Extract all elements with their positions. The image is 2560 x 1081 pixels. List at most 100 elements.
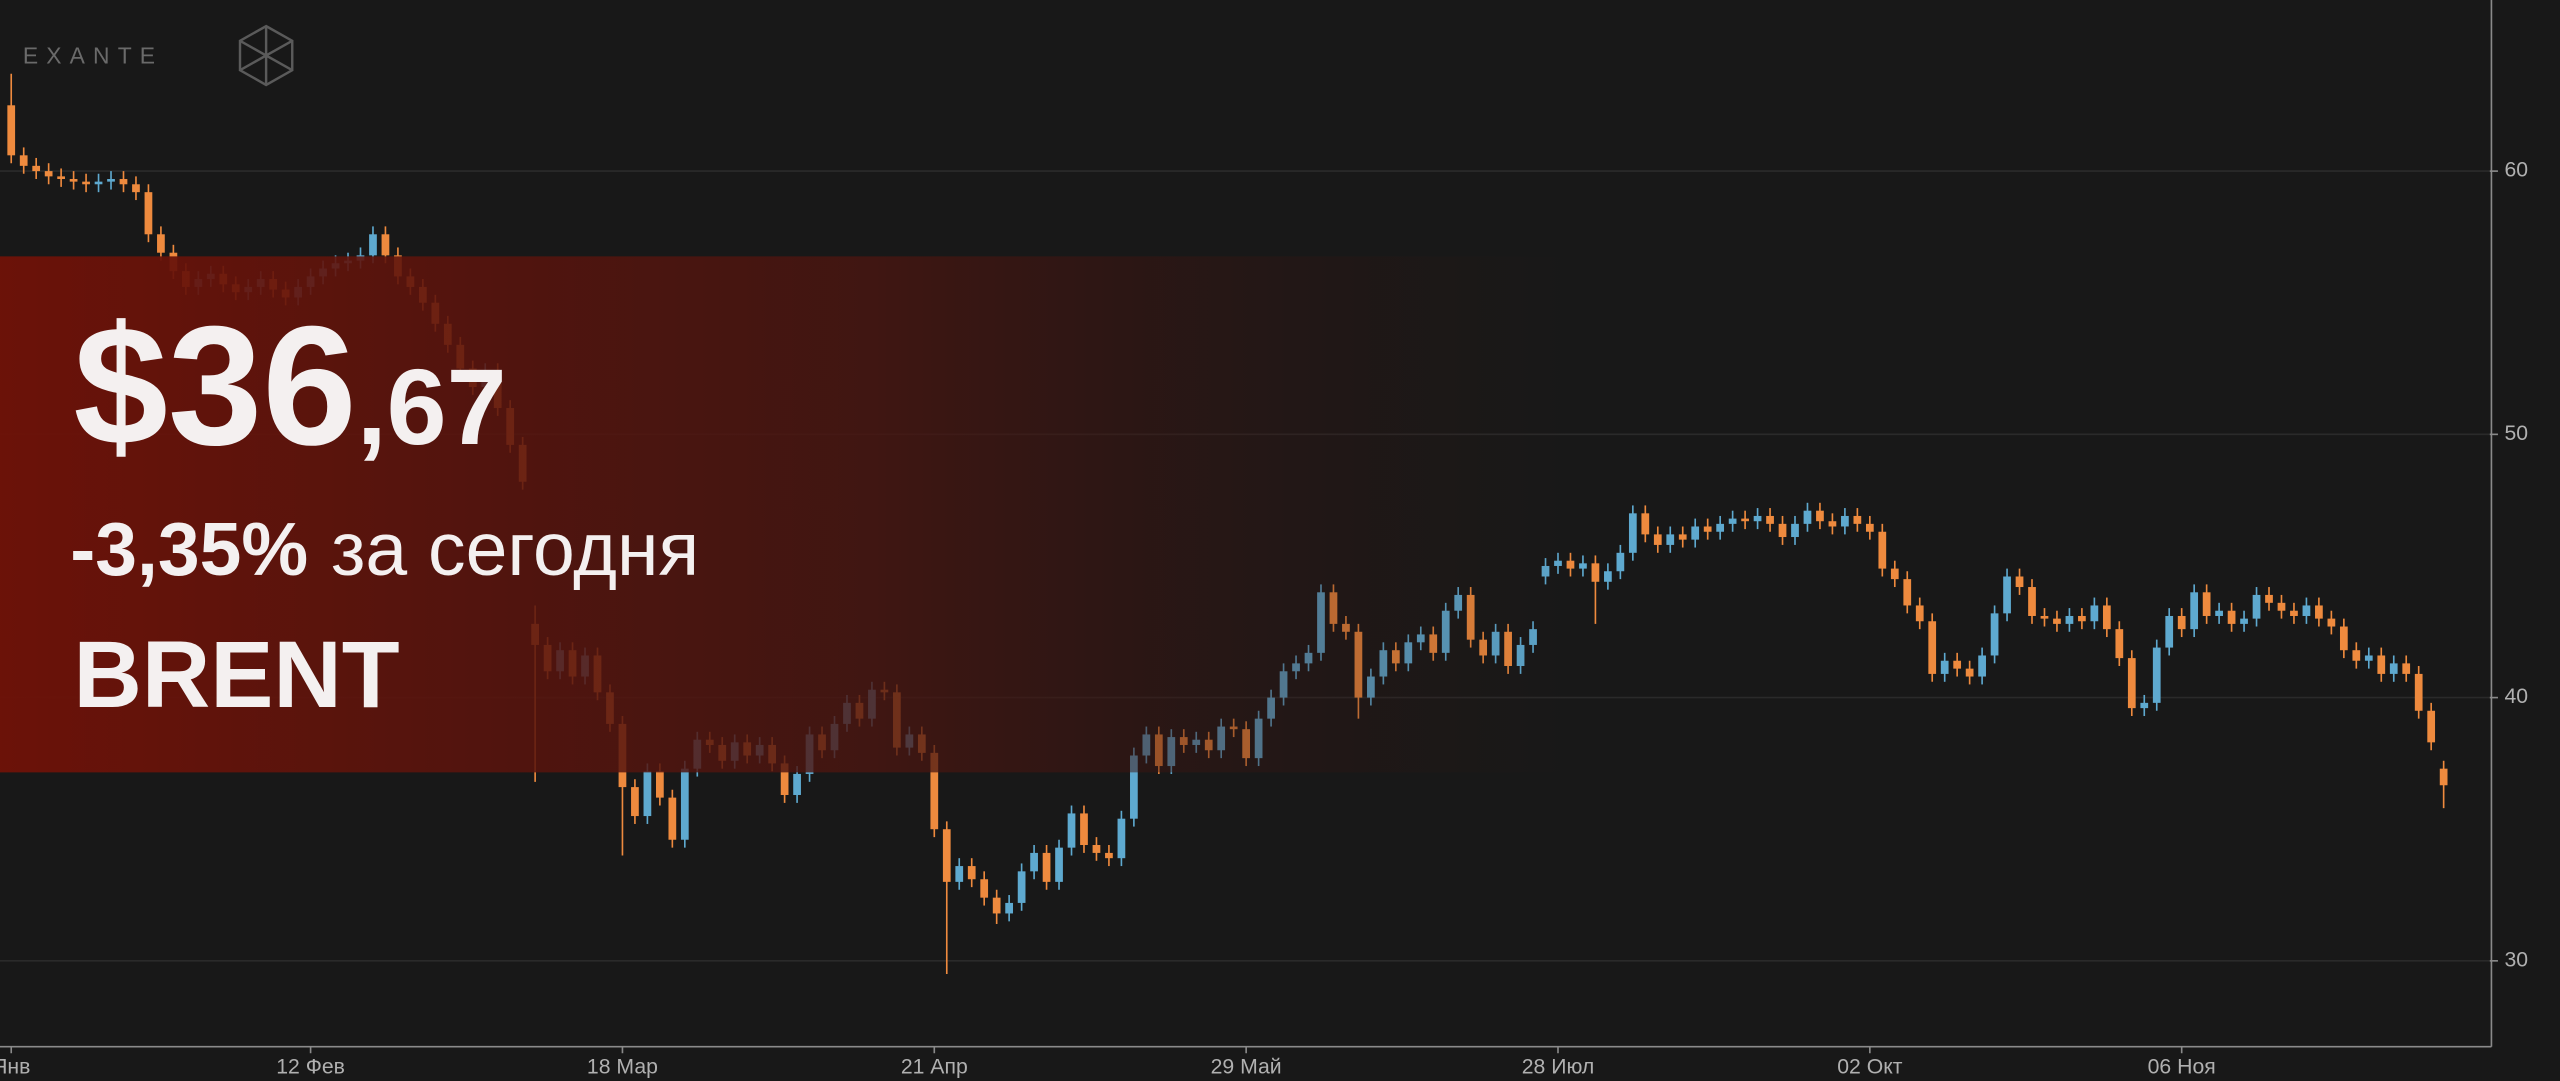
candle-body <box>1791 523 1799 538</box>
candle-body <box>44 171 53 177</box>
candle-body <box>1691 526 1700 540</box>
candle-body <box>1865 523 1874 532</box>
candle-body <box>1703 526 1712 532</box>
candle-body <box>980 879 989 898</box>
candle-body <box>1666 534 1675 545</box>
candle-body <box>144 192 153 235</box>
candle-body <box>2439 768 2448 786</box>
change-line: -3,35% за сегодня <box>70 507 699 591</box>
candle-body <box>82 181 90 185</box>
candle-body <box>780 763 789 795</box>
candle-body <box>369 234 377 256</box>
candle-body <box>2265 594 2273 603</box>
candle-body <box>1741 518 1749 522</box>
y-tick-label: 40 <box>2504 685 2528 708</box>
candle-body <box>1940 660 1949 674</box>
logo-text: EXANTE <box>23 43 163 69</box>
x-tick-label: 29 Май <box>1211 1056 1282 1079</box>
candle-body <box>1105 852 1113 859</box>
candle-body <box>2102 605 2111 630</box>
candle-body <box>1878 531 1887 569</box>
price-main: $36 <box>73 290 356 480</box>
candle-body <box>955 866 964 882</box>
candle-body <box>2240 618 2248 624</box>
x-tick-label: 12 Фев <box>276 1056 345 1079</box>
candle-body <box>69 179 78 182</box>
candle-body <box>2015 576 2024 588</box>
candle-body <box>1828 521 1837 527</box>
candle-body <box>680 768 689 840</box>
candle-body <box>668 797 677 840</box>
candle-body <box>2389 663 2398 674</box>
candle-body <box>1604 571 1612 582</box>
candle-body <box>1591 563 1600 582</box>
candle-body <box>107 179 115 182</box>
candle-body <box>2090 605 2099 622</box>
candle-body <box>1928 621 1937 674</box>
x-tick-label: 28 Июл <box>1522 1056 1595 1079</box>
candle-body <box>2352 650 2361 661</box>
candle-body <box>1641 513 1650 535</box>
candle-body <box>2177 615 2186 630</box>
instrument-title: BRENT <box>73 622 399 728</box>
candle-body <box>2165 615 2174 648</box>
candle-body <box>57 176 65 180</box>
candle-body <box>157 234 165 253</box>
candle-body <box>32 165 41 172</box>
candle-body <box>1766 515 1774 524</box>
candle-body <box>2277 602 2286 611</box>
candle-body <box>2078 615 2086 622</box>
candle-body <box>2152 647 2161 703</box>
candle-body <box>2315 605 2323 619</box>
candle-body <box>1978 655 1986 677</box>
candle-body <box>992 897 1001 914</box>
candle-body <box>1117 818 1126 859</box>
candle-body <box>1067 813 1076 848</box>
candle-body <box>2252 594 2261 619</box>
x-tick-label: 02 Окт <box>1837 1056 1903 1079</box>
candle-body <box>2402 663 2411 674</box>
candle-body <box>2127 658 2136 709</box>
candle-body <box>119 179 128 185</box>
candle-body <box>1990 613 1999 656</box>
candle-body <box>381 234 390 256</box>
candle-body <box>1965 668 1974 677</box>
candle-body <box>1753 515 1762 522</box>
candle-body <box>2302 605 2311 616</box>
logo-icon <box>238 24 294 87</box>
candle-body <box>2227 610 2236 624</box>
x-tick-label: Янв <box>0 1056 30 1079</box>
candle-body <box>1042 852 1051 882</box>
y-tick-label: 30 <box>2504 948 2528 971</box>
candle-body <box>1890 568 1899 580</box>
candle-body <box>2140 702 2149 709</box>
candle-body <box>1803 510 1812 524</box>
change-label: за сегодня <box>331 507 699 591</box>
candle-body <box>1841 515 1849 527</box>
candle-body <box>1678 534 1687 540</box>
candle-body <box>1017 871 1026 903</box>
candle-body <box>656 771 664 798</box>
candle-body <box>132 184 140 193</box>
x-tick-label: 21 Апр <box>901 1056 968 1079</box>
candle-body <box>2040 615 2049 619</box>
candle-body <box>1728 518 1737 524</box>
candle-body <box>2003 576 2011 614</box>
x-tick-label: 06 Ноя <box>2148 1056 2216 1079</box>
candle-body <box>793 773 801 795</box>
candle-body <box>2414 673 2423 711</box>
candle-body <box>94 181 103 185</box>
candle-body <box>1030 852 1038 872</box>
candle-body <box>1716 523 1725 532</box>
candle-body <box>631 787 639 817</box>
candle-body <box>1616 552 1625 572</box>
candle-body <box>643 771 652 817</box>
candle-body <box>1092 845 1101 853</box>
candle-body <box>1080 813 1088 846</box>
candle-body <box>1816 510 1824 522</box>
candle-body <box>1778 523 1787 538</box>
price: $36,67 <box>73 290 506 480</box>
candle-body <box>967 866 976 880</box>
